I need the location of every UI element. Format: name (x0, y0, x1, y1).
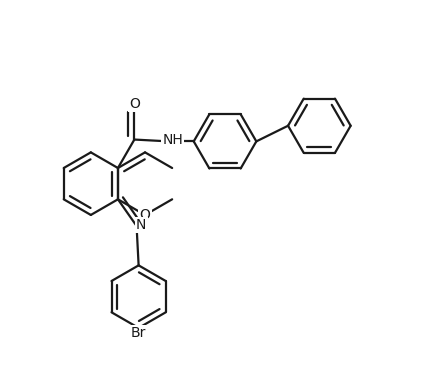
Text: Br: Br (131, 326, 147, 340)
Text: O: O (129, 97, 140, 111)
Text: N: N (136, 218, 147, 232)
Text: O: O (140, 208, 150, 222)
Text: NH: NH (163, 133, 183, 147)
